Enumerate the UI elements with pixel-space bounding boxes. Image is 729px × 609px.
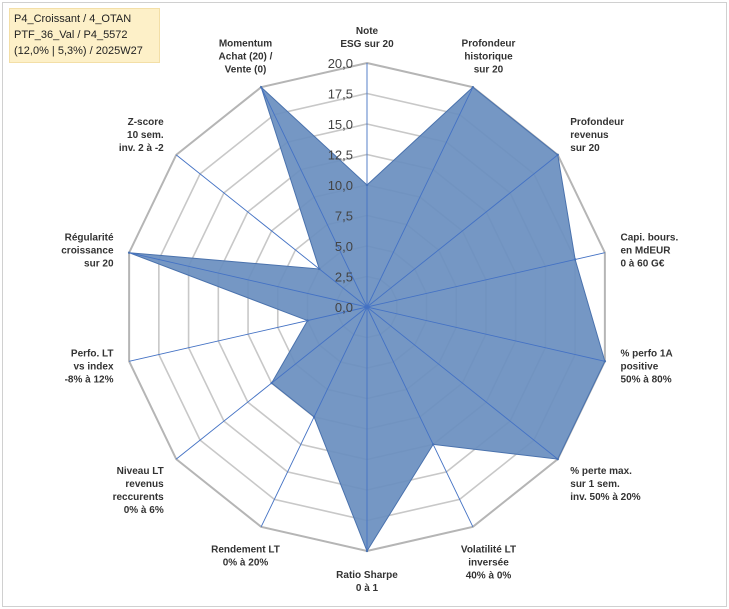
axis-label: Momentum Achat (20) / Vente (0) xyxy=(219,39,273,76)
axis-spoke xyxy=(129,252,368,308)
tick-label: 15,0 xyxy=(328,117,353,132)
axis-spoke xyxy=(260,306,368,528)
axis-spoke xyxy=(129,306,368,362)
tick-label: 5,0 xyxy=(335,239,353,254)
info-line-2: PTF_36_Val / P4_5572 xyxy=(14,29,128,41)
portfolio-info-box: P4_Croissant / 4_OTAN PTF_36_Val / P4_55… xyxy=(9,8,160,63)
axis-label: Profondeur revenus sur 20 xyxy=(570,117,624,154)
axis-label: % perfo 1A positive 50% à 80% xyxy=(620,348,672,385)
axis-spoke xyxy=(366,86,474,308)
axis-spoke xyxy=(260,86,368,308)
axis-label: Profondeur historique sur 20 xyxy=(462,39,516,76)
axis-spoke xyxy=(175,306,368,460)
tick-label: 12,5 xyxy=(328,148,353,163)
axis-label: Régularité croissance sur 20 xyxy=(61,233,114,270)
info-line-3: (12,0% | 5,3%) / 2025W27 xyxy=(14,45,143,57)
axis-label: Rendement LT 0% à 20% xyxy=(211,544,280,568)
tick-label: 20,0 xyxy=(328,56,353,71)
axis-label: Ratio Sharpe 0 à 1 xyxy=(336,570,398,594)
axis-spoke xyxy=(366,154,559,308)
axis-spoke xyxy=(366,306,605,362)
axis-label: Niveau LT revenus reccurents 0% à 6% xyxy=(113,466,165,516)
axis-spoke xyxy=(175,154,368,308)
info-line-1: P4_Croissant / 4_OTAN xyxy=(14,13,132,25)
axis-label: Note ESG sur 20 xyxy=(340,26,394,50)
axis-spoke xyxy=(366,306,474,528)
axis-label: Perfo. LT vs index -8% à 12% xyxy=(65,348,114,385)
axis-label: % perte max. sur 1 sem. inv. 50% à 20% xyxy=(570,466,641,503)
tick-label: 17,5 xyxy=(328,87,353,102)
tick-layer: 0,0 2,5 5,0 7,5 10,0 12,5 15,0 17,5 20,0 xyxy=(328,56,353,315)
axis-label: Z-score 10 sem. inv. 2 à -2 xyxy=(119,117,164,154)
axis-spoke xyxy=(366,252,605,308)
tick-label: 7,5 xyxy=(335,209,353,224)
axis-label: Volatilité LT inversée 40% à 0% xyxy=(461,544,516,581)
tick-label: 2,5 xyxy=(335,270,353,285)
label-layer: Note ESG sur 20 Profondeur historique sur 20… xyxy=(61,26,678,594)
tick-label: 10,0 xyxy=(328,178,353,193)
tick-label: 0,0 xyxy=(335,300,353,315)
axis-spoke xyxy=(366,306,559,460)
axis-label: Capi. bours. en MdEUR 0 à 60 G€ xyxy=(620,233,678,270)
spoke-layer xyxy=(129,63,605,551)
